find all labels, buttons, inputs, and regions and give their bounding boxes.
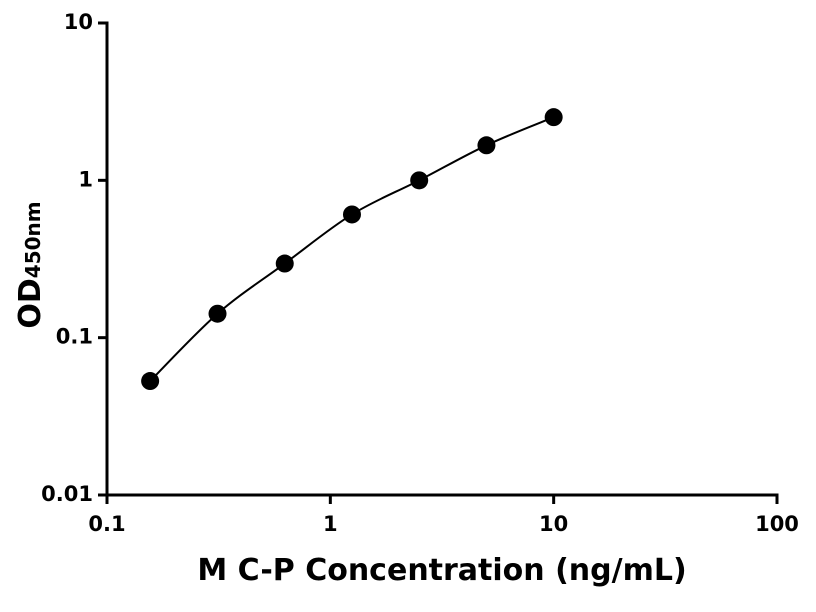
data-point [544, 108, 563, 127]
y-tick-label: 0.1 [56, 325, 93, 349]
x-tick-label: 10 [539, 512, 568, 536]
data-point [141, 372, 160, 391]
y-axis-label-sub: 450nm [21, 201, 45, 278]
data-point [208, 304, 227, 323]
y-tick-label: 0.01 [41, 482, 93, 506]
fit-curve [149, 116, 555, 382]
data-point [342, 205, 361, 224]
data-point [477, 136, 496, 155]
y-tick-label: 1 [78, 167, 93, 191]
y-tick-label: 10 [64, 10, 93, 34]
data-point [275, 254, 294, 273]
data-point [410, 171, 429, 190]
x-tick-label: 100 [755, 512, 799, 536]
x-tick-label: 0.1 [88, 512, 125, 536]
x-axis-label: M C-P Concentration (ng/mL) [197, 553, 686, 588]
y-axis-label-main: OD [13, 278, 48, 328]
x-tick-label: 1 [323, 512, 338, 536]
y-axis-label: OD450nm [13, 201, 48, 328]
